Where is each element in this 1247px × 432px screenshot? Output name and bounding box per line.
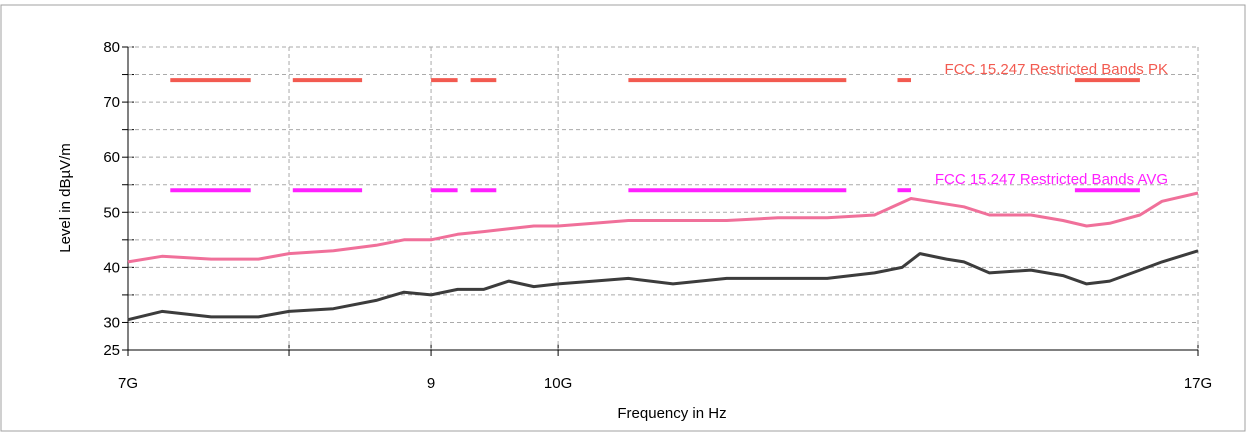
x-tick-label: 9 [427, 375, 435, 392]
limit-label: FCC 15.247 Restricted Bands AVG [935, 171, 1168, 188]
x-tick-label: 7G [118, 375, 138, 392]
limit-label: FCC 15.247 Restricted Bands PK [945, 61, 1168, 78]
y-tick-label: 25 [103, 342, 120, 359]
y-tick-label: 40 [103, 259, 120, 276]
trace [127, 249, 1199, 322]
x-tick-label: 17G [1184, 375, 1212, 392]
y-tick-label: 50 [103, 204, 120, 221]
x-tick-label: 10G [544, 375, 572, 392]
y-tick-label: 70 [103, 94, 120, 111]
x-axis-label: Frequency in Hz [617, 405, 726, 422]
frame [0, 4, 1246, 432]
y-tick-label: 60 [103, 149, 120, 166]
y-tick-label: 30 [103, 314, 120, 331]
y-tick-label: 80 [103, 39, 120, 56]
trace [127, 191, 1199, 264]
y-axis-label: Level in dBµV/m [57, 143, 74, 253]
